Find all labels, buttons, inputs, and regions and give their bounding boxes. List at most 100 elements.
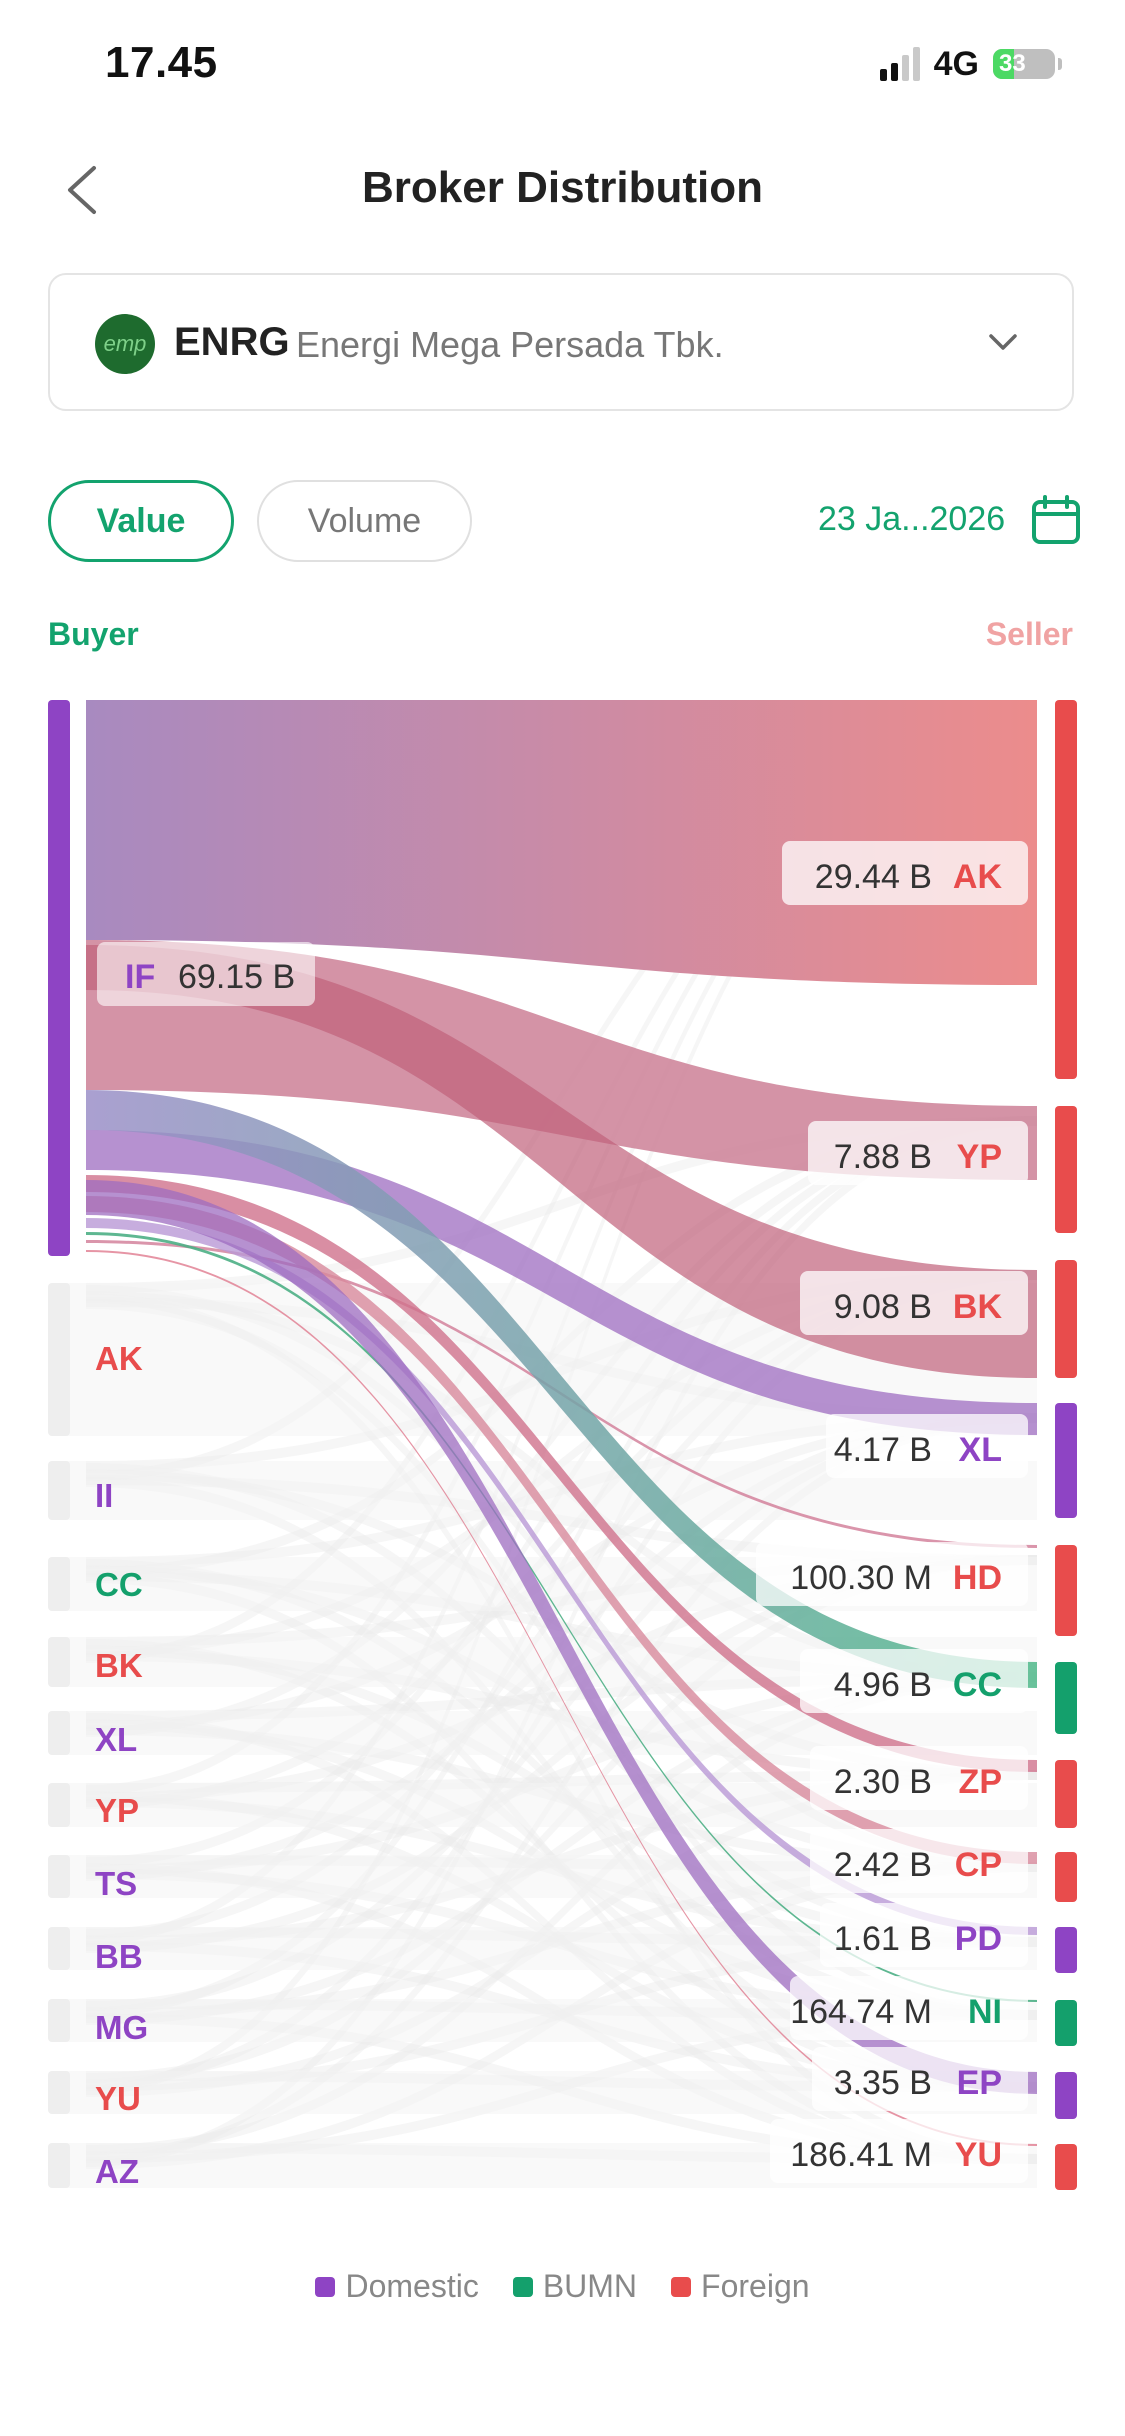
buyer-label-BK[interactable]: BK [95,1647,143,1684]
buyer-node-YP[interactable] [48,1783,70,1827]
seller-node-YP[interactable] [1055,1106,1077,1233]
seller-value-HD: 100.30 M [790,1559,932,1597]
seller-code-CP[interactable]: CP [955,1846,1002,1884]
flow-IF-to-BK[interactable] [86,945,1037,1378]
network-label: 4G [933,44,979,83]
seller-node-PD[interactable] [1055,1927,1077,1973]
seller-code-EP[interactable]: EP [957,2064,1002,2102]
seller-label-box [808,1121,1028,1185]
buyer-node-II[interactable] [48,1461,70,1520]
flow-IF-to-EP[interactable] [86,1180,1037,2094]
buyer-node-CC[interactable] [48,1557,70,1611]
flow-IF-to-XL[interactable] [86,1130,1037,1435]
stock-selector[interactable] [48,273,1074,411]
seller-node-CC[interactable] [1055,1662,1077,1734]
seller-label-box [770,2119,1028,2183]
buyer-label-BB[interactable]: BB [95,1938,143,1975]
buyer-node-XL[interactable] [48,1711,70,1755]
seller-code-YP[interactable]: YP [957,1138,1002,1176]
battery-level: 33 [999,50,1026,77]
seller-code-CC[interactable]: CC [953,1666,1002,1704]
seller-node-NI[interactable] [1055,2000,1077,2046]
calendar-icon[interactable] [1030,494,1082,546]
buyer-label-YP[interactable]: YP [95,1792,139,1829]
flow-IF-to-PD[interactable] [86,1218,1037,1935]
buyer-label-AZ[interactable]: AZ [95,2153,139,2190]
seller-code-HD[interactable]: HD [953,1559,1002,1597]
buyer-node-AK[interactable] [48,1283,70,1436]
buyer-label-YU[interactable]: YU [95,2080,141,2117]
seller-node-CP[interactable] [1055,1852,1077,1902]
page-title: Broker Distribution [362,163,763,212]
selected-buyer-label-box [97,942,315,1006]
flow-IF-to-NI[interactable] [86,1232,1037,2002]
background-flow [86,1672,1037,2025]
legend-item-bumn[interactable]: BUMN [512,2268,638,2305]
buyer-label-XL[interactable]: XL [95,1721,137,1758]
legend-label-foreign: Foreign [701,2268,810,2304]
stock-logo: emp [95,314,155,374]
seller-node-YU[interactable] [1055,2144,1077,2190]
chevron-down-icon[interactable] [985,328,1021,356]
seller-code-BK[interactable]: BK [953,1288,1003,1326]
seller-value-AK: 29.44 B [815,858,932,896]
selected-buyer-code: IF [125,958,155,996]
seller-column-label: Seller [985,616,1073,652]
seller-code-AK[interactable]: AK [953,858,1003,896]
signal-icon [879,47,920,81]
flow-IF-to-AK[interactable] [86,700,1037,985]
buyer-node-BK[interactable] [48,1637,70,1687]
seller-node-EP[interactable] [1055,2072,1077,2119]
seller-label-box [782,841,1028,905]
seller-node-ZP[interactable] [1055,1760,1077,1828]
seller-label-box [800,1271,1028,1335]
buyer-column-label: Buyer [48,616,139,652]
flow-IF-to-CP[interactable] [86,1196,1037,1864]
volume-toggle[interactable]: Volume [257,480,472,562]
seller-node-HD[interactable] [1055,1545,1077,1636]
background-flow [86,1463,1037,1947]
date-label[interactable]: 23 Ja...2026 [818,500,1006,538]
flow-IF-to-YU[interactable] [86,1250,1037,2146]
seller-value-YU: 186.41 M [790,2136,932,2174]
buyer-label-TS[interactable]: TS [95,1865,137,1902]
buyer-node-MG[interactable] [48,1999,70,2042]
stock-code: ENRG [174,320,290,364]
buyer-label-AK[interactable]: AK [95,1340,143,1377]
chart-legend: Domestic BUMN Foreign [0,2268,1125,2305]
value-toggle[interactable]: Value [48,480,234,562]
seller-code-ZP[interactable]: ZP [959,1763,1002,1801]
seller-value-PD: 1.61 B [834,1920,932,1958]
background-flow [86,1469,1037,1780]
buyer-node-IF[interactable] [48,700,70,1256]
legend-swatch-domestic [315,2276,336,2297]
seller-label-box [800,1649,1028,1713]
seller-label-box [812,2047,1028,2111]
flow-IF-to-CC[interactable] [86,1090,1037,1688]
seller-code-PD[interactable]: PD [955,1920,1002,1958]
selected-buyer-value: 69.15 B [178,958,295,996]
seller-node-BK[interactable] [1055,1260,1077,1378]
legend-item-domestic[interactable]: Domestic [315,2268,479,2305]
flow-IF-to-ZP[interactable] [86,1175,1037,1772]
buyer-node-TS[interactable] [48,1855,70,1898]
back-chevron-icon[interactable] [60,160,110,220]
buyer-label-CC[interactable]: CC [95,1566,143,1603]
seller-value-CP: 2.42 B [834,1846,932,1884]
legend-label-bumn: BUMN [542,2268,638,2304]
buyer-label-MG[interactable]: MG [95,2009,148,2046]
seller-label-box [810,1746,1028,1810]
background-flow [86,710,1037,1795]
buyer-node-AZ[interactable] [48,2143,70,2188]
seller-node-XL[interactable] [1055,1403,1077,1518]
seller-node-AK[interactable] [1055,700,1077,1079]
buyer-node-YU[interactable] [48,2071,70,2114]
battery-icon: 33 [993,49,1062,79]
seller-code-YU[interactable]: YU [955,2136,1002,2174]
legend-item-foreign[interactable]: Foreign [671,2268,810,2305]
buyer-node-BB[interactable] [48,1927,70,1970]
seller-code-XL[interactable]: XL [959,1431,1002,1469]
seller-code-NI[interactable]: NI [968,1993,1002,2031]
buyer-label-II[interactable]: II [95,1477,113,1514]
